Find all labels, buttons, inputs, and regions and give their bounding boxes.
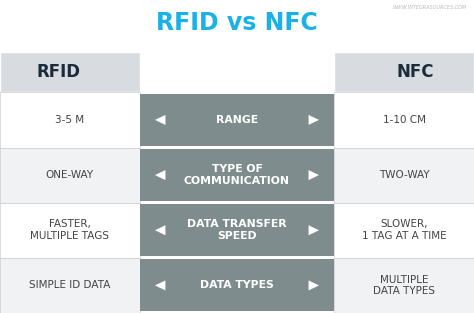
Polygon shape <box>155 115 165 125</box>
Bar <box>0 258 140 313</box>
Polygon shape <box>309 115 319 125</box>
Bar <box>334 92 474 147</box>
Polygon shape <box>309 170 319 180</box>
Text: RFID vs NFC: RFID vs NFC <box>156 11 318 35</box>
Text: 3-5 M: 3-5 M <box>55 115 84 125</box>
Text: ONE-WAY: ONE-WAY <box>46 170 94 180</box>
Bar <box>140 204 334 256</box>
Bar <box>140 149 334 201</box>
Bar <box>334 203 474 258</box>
Text: DATA TRANSFER
SPEED: DATA TRANSFER SPEED <box>187 219 287 241</box>
Text: DATA TYPES: DATA TYPES <box>200 280 274 290</box>
Bar <box>334 258 474 313</box>
Text: MULTIPLE
DATA TYPES: MULTIPLE DATA TYPES <box>373 275 435 296</box>
Text: 1-10 CM: 1-10 CM <box>383 115 426 125</box>
Polygon shape <box>155 280 165 290</box>
Bar <box>140 259 334 311</box>
Polygon shape <box>309 225 319 235</box>
Text: WWW.INTEGRASOURCES.COM: WWW.INTEGRASOURCES.COM <box>393 5 467 10</box>
Text: RANGE: RANGE <box>216 115 258 125</box>
Text: FASTER,
MULTIPLE TAGS: FASTER, MULTIPLE TAGS <box>30 219 109 241</box>
Polygon shape <box>155 225 165 235</box>
Polygon shape <box>155 170 165 180</box>
Bar <box>334 52 474 92</box>
Text: TWO-WAY: TWO-WAY <box>379 170 429 180</box>
Text: SIMPLE ID DATA: SIMPLE ID DATA <box>29 280 110 290</box>
Polygon shape <box>309 280 319 290</box>
Bar <box>0 52 140 92</box>
Bar <box>140 94 334 146</box>
Text: TYPE OF
COMMUNICATION: TYPE OF COMMUNICATION <box>184 164 290 186</box>
Bar <box>334 147 474 203</box>
Bar <box>0 203 140 258</box>
Text: NFC: NFC <box>397 63 434 81</box>
Bar <box>0 92 140 147</box>
Bar <box>0 147 140 203</box>
Text: SLOWER,
1 TAG AT A TIME: SLOWER, 1 TAG AT A TIME <box>362 219 447 241</box>
Text: RFID: RFID <box>36 63 81 81</box>
